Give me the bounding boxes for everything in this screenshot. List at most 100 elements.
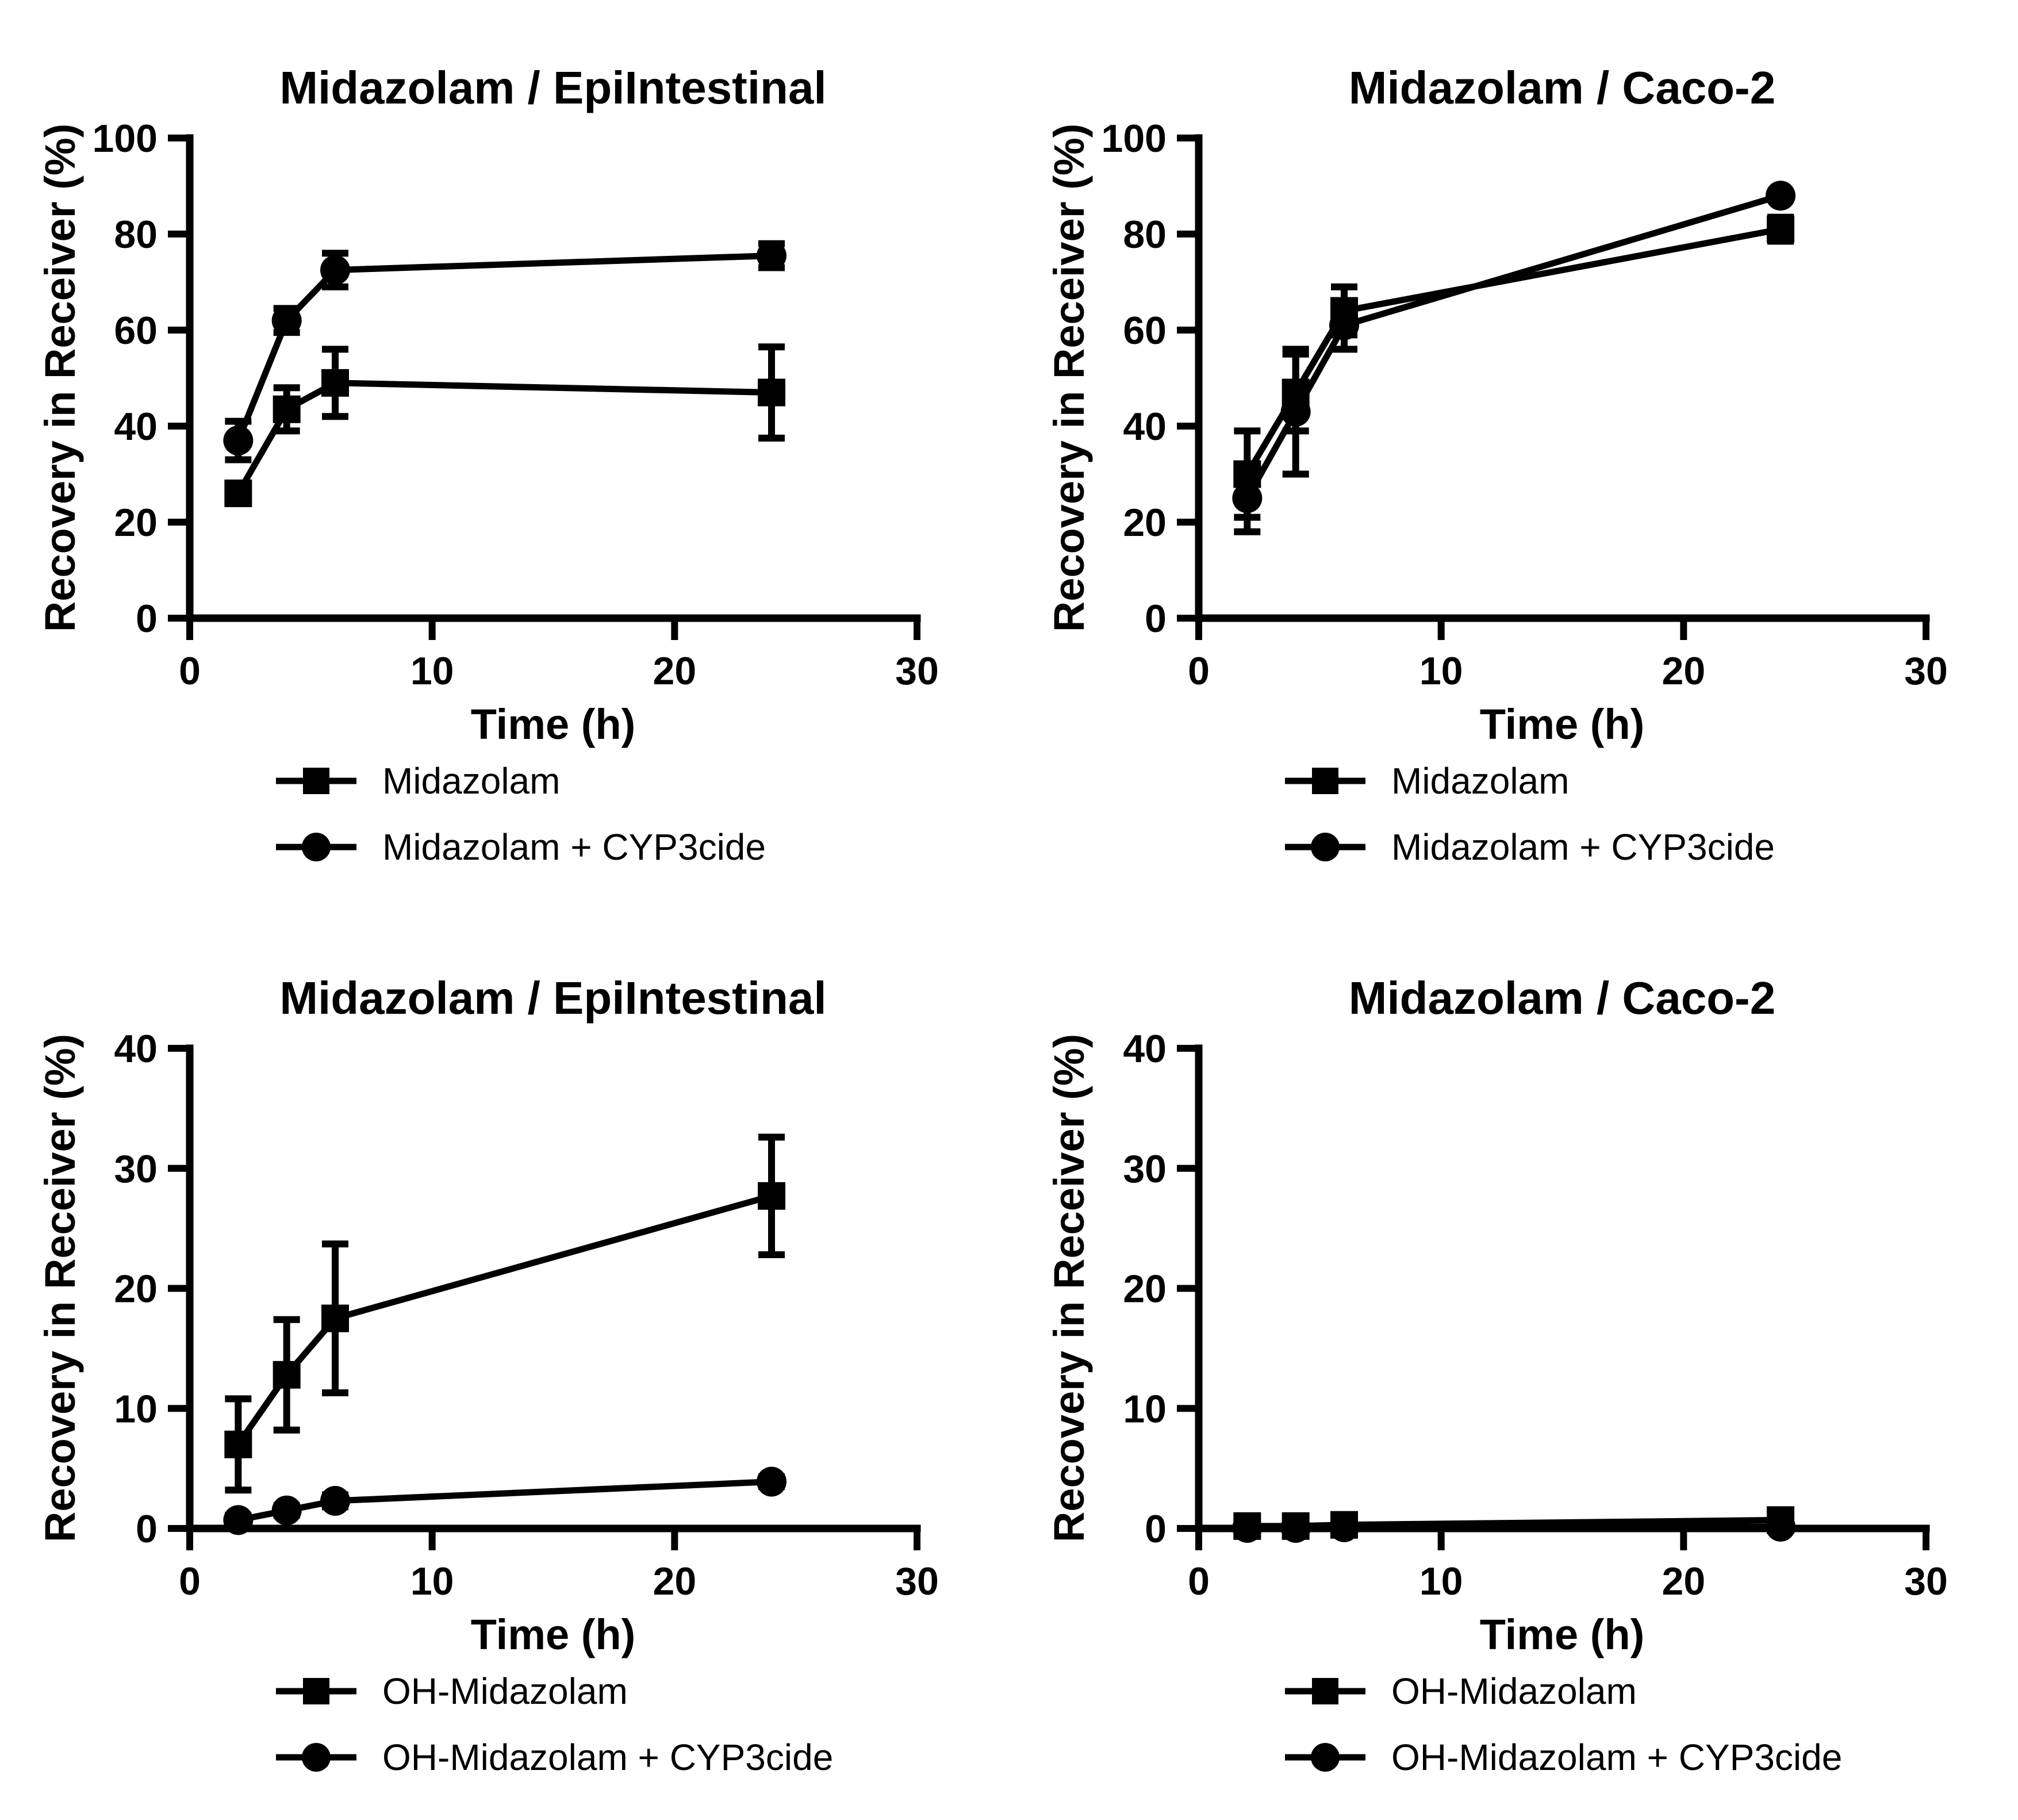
panel-bottom-right-ohmidazolam-caco2: Midazolam / Caco-2 Recovery in Receiver … (1009, 910, 2018, 1820)
x-tick-label: 20 (653, 649, 697, 693)
series-square (224, 343, 785, 507)
series-layer (1232, 181, 1796, 535)
y-tick-label: 40 (114, 405, 158, 449)
chart-title: Midazolam / Caco-2 (1349, 62, 1775, 113)
circle-marker-icon (223, 1505, 254, 1535)
y-tick-label: 100 (93, 117, 158, 160)
series-square (1233, 1506, 1794, 1540)
x-tick-label: 30 (1904, 1560, 1948, 1603)
x-tick-label: 0 (179, 1560, 201, 1603)
square-marker-icon (273, 1361, 301, 1389)
y-tick-label: 10 (114, 1387, 158, 1431)
square-marker-icon (273, 395, 301, 423)
series-circle (1232, 1511, 1796, 1543)
legend: Midazolam Midazolam + CYP3cide (1285, 760, 1775, 868)
circle-marker-icon (757, 240, 787, 271)
x-tick-label: 30 (895, 649, 939, 693)
y-tick-label: 0 (1145, 1507, 1167, 1551)
circle-marker-icon (1285, 833, 1365, 861)
y-tick-label: 20 (1123, 501, 1167, 545)
legend-label: Midazolam (1391, 760, 1569, 802)
circle-marker-icon (276, 833, 356, 861)
square-marker-icon (1312, 768, 1338, 794)
y-axis-label: Recovery in Receiver (%) (1045, 1034, 1093, 1542)
legend-label: Midazolam + CYP3cide (382, 826, 766, 868)
square-marker-icon (303, 768, 329, 794)
chart-title: Midazolam / EpiIntestinal (279, 62, 826, 113)
square-marker-icon (276, 1678, 356, 1704)
x-tick-label: 0 (179, 649, 201, 693)
chart-midazolam-caco2: Midazolam / Caco-2 Recovery in Receiver … (1045, 62, 1948, 868)
x-tick-label: 10 (410, 1560, 454, 1603)
panel-bottom-left-ohmidazolam-epiintestinal: Midazolam / EpiIntestinal Recovery in Re… (0, 910, 1009, 1820)
circle-marker-icon (1285, 1743, 1365, 1772)
y-tick-label: 40 (1123, 1027, 1167, 1071)
legend-label: Midazolam + CYP3cide (1391, 826, 1775, 868)
series-line (1244, 226, 1782, 476)
x-tick-label: 30 (895, 1560, 939, 1603)
legend-label: OH-Midazolam (1391, 1670, 1637, 1712)
circle-marker-icon (757, 1466, 787, 1497)
square-marker-icon (303, 1678, 329, 1704)
y-axis-label: Recovery in Receiver (%) (1045, 124, 1093, 632)
series-line (1247, 1523, 1781, 1531)
chart-ohmidazolam-caco2: Midazolam / Caco-2 Recovery in Receiver … (1045, 972, 1948, 1778)
chart-title: Midazolam / Caco-2 (1349, 972, 1775, 1024)
circle-marker-icon (320, 1485, 350, 1516)
square-marker-icon (758, 378, 785, 407)
series-line (235, 252, 772, 442)
chart-midazolam-epiintestinal: Midazolam / EpiIntestinal Recovery in Re… (36, 62, 939, 868)
y-tick-label: 80 (1123, 213, 1167, 256)
square-marker-icon (276, 768, 356, 794)
axes: 0 10 20 30 40 0 10 20 30 (114, 1027, 938, 1603)
series-layer (1232, 1506, 1796, 1543)
panel-top-right-midazolam-caco2: Midazolam / Caco-2 Recovery in Receiver … (1009, 0, 2018, 910)
y-tick-label: 10 (1123, 1387, 1167, 1431)
square-marker-icon (1285, 1678, 1365, 1704)
circle-marker-icon (1232, 1512, 1263, 1543)
circle-marker-icon (276, 1743, 356, 1772)
y-tick-label: 30 (1123, 1147, 1167, 1191)
series-layer (223, 1133, 787, 1535)
panel-top-left-midazolam-epiintestinal: Midazolam / EpiIntestinal Recovery in Re… (0, 0, 1009, 910)
chart-ohmidazolam-epiintestinal: Midazolam / EpiIntestinal Recovery in Re… (36, 972, 939, 1778)
axes: 0 20 40 60 80 100 0 10 20 30 (1102, 117, 1948, 693)
y-axis-label: Recovery in Receiver (%) (36, 1034, 84, 1542)
y-tick-label: 20 (114, 501, 158, 545)
series-line (237, 1478, 772, 1523)
x-axis-label: Time (h) (471, 1611, 635, 1658)
circle-marker-icon (1232, 483, 1263, 514)
y-tick-label: 0 (136, 1507, 158, 1551)
series-square (224, 1133, 785, 1494)
y-tick-label: 40 (114, 1027, 158, 1071)
circle-marker-icon (1766, 181, 1796, 211)
x-tick-label: 20 (653, 1560, 697, 1603)
chart-title: Midazolam / EpiIntestinal (279, 972, 826, 1024)
square-marker-icon (224, 479, 252, 507)
square-marker-icon (321, 369, 349, 397)
y-tick-label: 20 (114, 1267, 158, 1311)
x-tick-label: 10 (1419, 649, 1463, 693)
y-axis-label: Recovery in Receiver (%) (36, 124, 84, 632)
square-marker-icon (321, 1304, 349, 1332)
series-line (235, 380, 772, 495)
y-tick-label: 60 (114, 309, 158, 352)
series-circle (1232, 181, 1796, 535)
x-axis-label: Time (h) (471, 700, 635, 748)
y-tick-label: 0 (1145, 597, 1167, 641)
y-tick-label: 0 (136, 597, 158, 641)
circle-marker-icon (1766, 1511, 1796, 1542)
series-line (235, 1193, 773, 1447)
legend: Midazolam Midazolam + CYP3cide (276, 760, 766, 868)
circle-marker-icon (1311, 1743, 1340, 1772)
series-circle (223, 1466, 787, 1535)
square-marker-icon (1285, 768, 1365, 794)
x-tick-label: 10 (410, 649, 454, 693)
circle-marker-icon (1280, 396, 1311, 427)
circle-marker-icon (223, 426, 254, 456)
legend-label: OH-Midazolam + CYP3cide (1391, 1737, 1842, 1778)
circle-marker-icon (1311, 833, 1340, 861)
square-marker-icon (1312, 1678, 1338, 1704)
legend-label: OH-Midazolam (382, 1670, 628, 1712)
